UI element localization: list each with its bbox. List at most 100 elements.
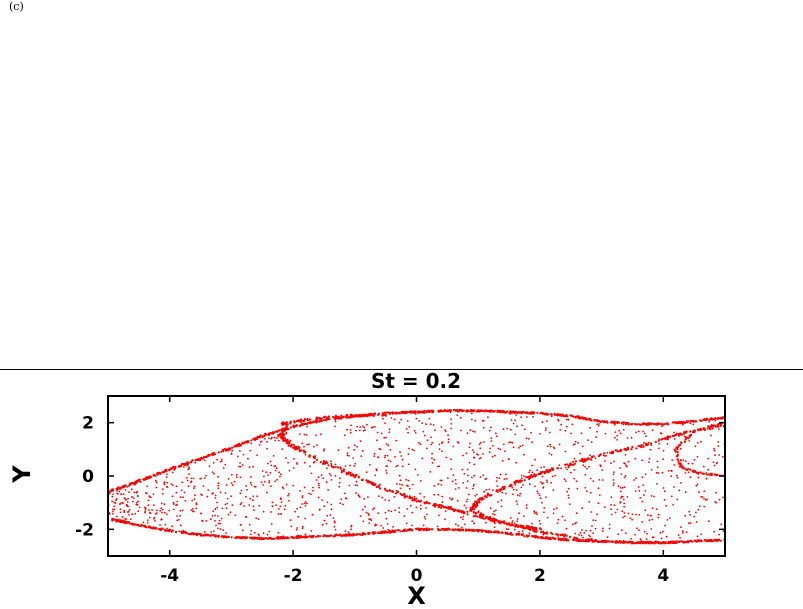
data-point (542, 487, 544, 489)
data-point (274, 439, 277, 442)
data-point (488, 451, 491, 453)
data-point (210, 531, 213, 533)
data-point (548, 470, 551, 473)
data-point (616, 421, 619, 424)
data-point (401, 530, 404, 533)
data-point (132, 500, 134, 503)
data-point (295, 447, 298, 450)
data-point (499, 522, 502, 525)
data-point (686, 540, 689, 543)
data-point (496, 530, 499, 534)
data-point (520, 486, 523, 489)
data-point (452, 508, 455, 511)
data-point (298, 535, 301, 538)
data-point (405, 522, 408, 525)
data-point (638, 490, 641, 492)
data-point (689, 476, 692, 479)
data-point (380, 432, 383, 435)
data-point (313, 420, 316, 423)
data-point (116, 515, 118, 518)
x-tick-label: 2 (534, 566, 546, 586)
data-point (138, 506, 141, 509)
data-point (689, 422, 692, 425)
data-point (245, 516, 247, 518)
data-point (399, 479, 402, 482)
data-point (239, 462, 241, 464)
data-point (546, 445, 549, 447)
data-point (333, 520, 336, 523)
data-point (258, 444, 261, 446)
data-point (702, 465, 705, 468)
data-point (266, 533, 269, 536)
data-point (166, 527, 168, 530)
data-point (424, 517, 427, 520)
data-point (498, 477, 501, 480)
data-point (534, 526, 537, 529)
data-point (322, 477, 325, 480)
y-axis: -202 (75, 414, 725, 540)
data-point (428, 417, 431, 420)
data-point (423, 434, 426, 437)
data-point (661, 425, 663, 428)
data-point (280, 501, 283, 504)
data-point (641, 500, 644, 503)
data-point (408, 495, 411, 498)
data-point (422, 524, 425, 527)
data-point (619, 540, 623, 543)
data-point (283, 508, 286, 511)
data-point (392, 526, 394, 528)
data-point (155, 527, 158, 530)
data-point (275, 437, 278, 439)
data-point (295, 536, 298, 540)
data-point (355, 492, 357, 494)
data-point (411, 496, 414, 499)
data-point (459, 417, 462, 419)
data-point (488, 516, 492, 519)
data-point (485, 496, 488, 499)
data-point (390, 417, 393, 419)
data-point (415, 417, 418, 420)
data-point (192, 510, 195, 513)
data-point (217, 487, 220, 490)
data-point (195, 507, 198, 510)
data-point (411, 511, 414, 514)
data-point (463, 473, 466, 475)
data-point (701, 472, 704, 475)
x-tick-label: -2 (284, 566, 303, 586)
data-point (433, 485, 436, 487)
data-point (501, 491, 504, 494)
data-point (298, 449, 301, 452)
data-point (127, 514, 130, 516)
data-point (137, 500, 140, 503)
data-point (426, 439, 429, 442)
data-point (245, 495, 247, 498)
data-point (159, 528, 162, 531)
data-point (126, 501, 129, 503)
data-point (621, 529, 623, 532)
data-point (465, 500, 468, 503)
data-point (315, 479, 318, 481)
data-point (332, 466, 335, 469)
data-point (391, 490, 394, 493)
data-point (360, 455, 363, 457)
data-point (334, 465, 337, 468)
data-point (386, 531, 389, 534)
data-point (515, 489, 518, 491)
data-point (536, 490, 539, 493)
data-point (263, 475, 265, 478)
data-point (648, 461, 650, 463)
data-point (290, 536, 293, 539)
data-point (648, 457, 651, 460)
data-point (599, 464, 602, 467)
data-point (444, 518, 446, 521)
data-point (294, 510, 296, 513)
data-point (452, 445, 455, 448)
data-point (570, 463, 574, 466)
data-point (282, 487, 285, 490)
data-point (614, 511, 617, 514)
data-point (630, 436, 633, 439)
data-point (396, 490, 400, 494)
data-point (123, 509, 125, 512)
data-point (205, 519, 208, 522)
data-point (279, 497, 282, 500)
